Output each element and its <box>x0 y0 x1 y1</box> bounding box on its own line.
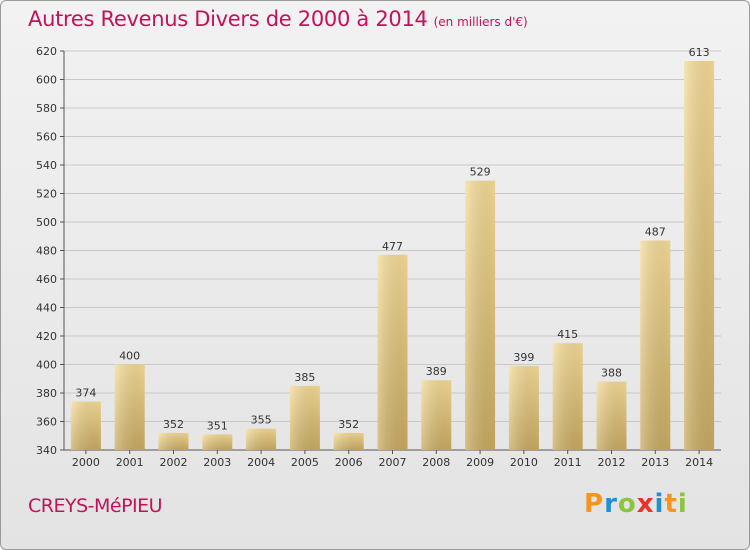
value-label-2003: 351 <box>207 419 228 432</box>
y-tick-label: 480 <box>36 245 57 258</box>
y-tick-label: 460 <box>36 273 57 286</box>
value-label-2009: 529 <box>470 166 491 179</box>
x-tick-label: 2012 <box>598 456 626 469</box>
value-label-2013: 487 <box>645 226 666 239</box>
bar-shade-2002 <box>158 432 189 450</box>
logo-letter: t <box>664 489 678 519</box>
bar-shade-2009 <box>465 180 496 451</box>
bars <box>70 60 715 451</box>
bar-shade-2004 <box>246 428 277 450</box>
y-tick-label: 580 <box>36 102 57 115</box>
data-labels: 374 400 352 351 355 385 352 477 389 529 399 415 388 4… <box>75 46 709 432</box>
logo-letter: x <box>636 489 655 519</box>
y-tick-label: 420 <box>36 330 57 343</box>
x-tick-label: 2000 <box>72 456 100 469</box>
y-tick-label: 400 <box>36 359 57 372</box>
value-label-2011: 415 <box>557 328 578 341</box>
x-tick-label: 2001 <box>116 456 144 469</box>
x-tick-label: 2010 <box>510 456 538 469</box>
y-tick-label: 380 <box>36 387 57 400</box>
value-label-2014: 613 <box>689 46 710 59</box>
proxiti-logo: Proxiti <box>584 489 688 519</box>
value-label-2007: 477 <box>382 240 403 253</box>
bar-shade-2010 <box>508 365 539 450</box>
y-tick-label: 520 <box>36 188 57 201</box>
value-label-2002: 352 <box>163 418 184 431</box>
x-tick-label: 2013 <box>641 456 669 469</box>
x-tick-label: 2004 <box>247 456 275 469</box>
value-label-2010: 399 <box>513 351 534 364</box>
x-tick-label: 2009 <box>466 456 494 469</box>
value-label-2008: 389 <box>426 365 447 378</box>
bar-shade-2001 <box>114 364 145 450</box>
value-label-2000: 374 <box>75 387 96 400</box>
logo-letter: P <box>584 489 605 519</box>
value-label-2006: 352 <box>338 418 359 431</box>
bar-shade-2000 <box>70 401 101 450</box>
bar-shade-2011 <box>552 343 583 450</box>
chart-subtitle: (en milliers d'€) <box>433 15 528 29</box>
bar-shade-2007 <box>377 254 408 450</box>
y-tick-label: 360 <box>36 416 57 429</box>
x-tick-label: 2003 <box>203 456 231 469</box>
x-tick-label: 2014 <box>685 456 713 469</box>
x-tick-label: 2002 <box>160 456 188 469</box>
logo-letter: i <box>677 489 688 519</box>
logo-letter: o <box>617 489 637 519</box>
y-tick-label: 560 <box>36 131 57 144</box>
bar-shade-2003 <box>202 434 233 450</box>
bar-shade-2005 <box>289 385 320 450</box>
x-tick-label: 2007 <box>379 456 407 469</box>
bar-shade-2013 <box>640 240 671 450</box>
x-tick-label: 2011 <box>554 456 582 469</box>
logo-letter: r <box>604 489 618 519</box>
value-label-2005: 385 <box>294 371 315 384</box>
x-tick-label: 2005 <box>291 456 319 469</box>
bar-shade-2006 <box>333 432 364 450</box>
logo-letter: i <box>654 489 665 519</box>
y-tick-label: 600 <box>36 74 57 87</box>
chart-title-text: Autres Revenus Divers de 2000 à 2014 <box>28 7 428 31</box>
bar-shade-2014 <box>684 60 715 450</box>
bar-shade-2008 <box>421 380 452 450</box>
bar-shade-2012 <box>596 381 627 450</box>
y-tick-label: 340 <box>36 444 57 457</box>
y-tick-label: 540 <box>36 159 57 172</box>
value-label-2012: 388 <box>601 367 622 380</box>
x-tick-label: 2008 <box>422 456 450 469</box>
value-label-2004: 355 <box>251 414 272 427</box>
chart-title: Autres Revenus Divers de 2000 à 2014 (en … <box>28 7 528 31</box>
commune-name: CREYS-MéPIEU <box>28 495 163 517</box>
y-tick-label: 620 <box>36 45 57 58</box>
x-tick-label: 2006 <box>335 456 363 469</box>
y-tick-label: 440 <box>36 302 57 315</box>
y-tick-label: 500 <box>36 216 57 229</box>
value-label-2001: 400 <box>119 350 140 363</box>
